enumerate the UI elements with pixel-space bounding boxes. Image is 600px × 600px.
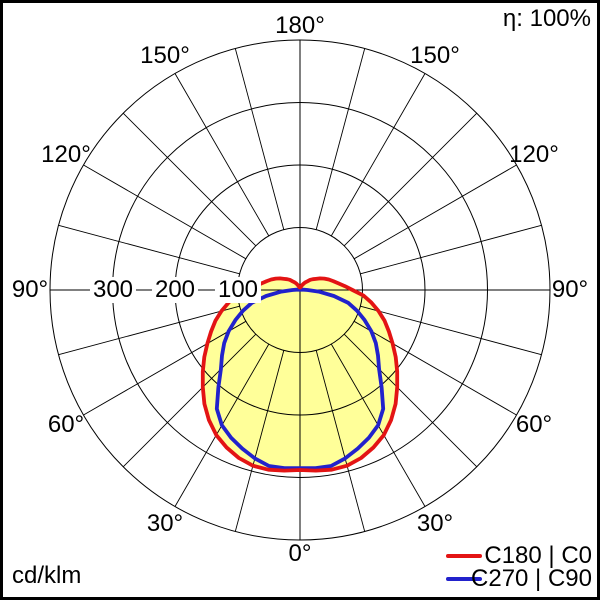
spoke-line [343,333,478,468]
spoke-line [343,112,478,247]
spoke-line [353,320,517,416]
curve-c180-c0 [200,276,400,473]
spoke-line [360,224,542,275]
spoke-line [234,350,285,532]
spoke-line [83,164,247,260]
spoke-line [122,333,257,468]
spoke-line [122,112,257,247]
spoke-line [83,320,247,416]
efficiency-label: η: 100% [502,5,591,32]
unit-label: cd/klm [12,562,82,589]
spoke-line [174,73,270,237]
spoke-line [360,305,542,356]
spoke-line [315,48,366,230]
legend-item-c180-c0: C180 | C0 [446,543,592,569]
spoke-line [353,164,517,260]
legend-line-blue-swatch [446,577,482,581]
spoke-line [234,48,285,230]
legend-item-c270-c90: C270 | C90 [446,566,592,592]
legend-label-c180-c0: C180 | C0 [484,542,592,569]
spoke-line [58,224,240,275]
spoke-line [315,350,366,532]
legend-label-c270-c90: C270 | C90 [471,565,592,592]
spoke-line [58,305,240,356]
spoke-line [330,73,426,237]
legend-line-red-swatch [446,554,482,558]
